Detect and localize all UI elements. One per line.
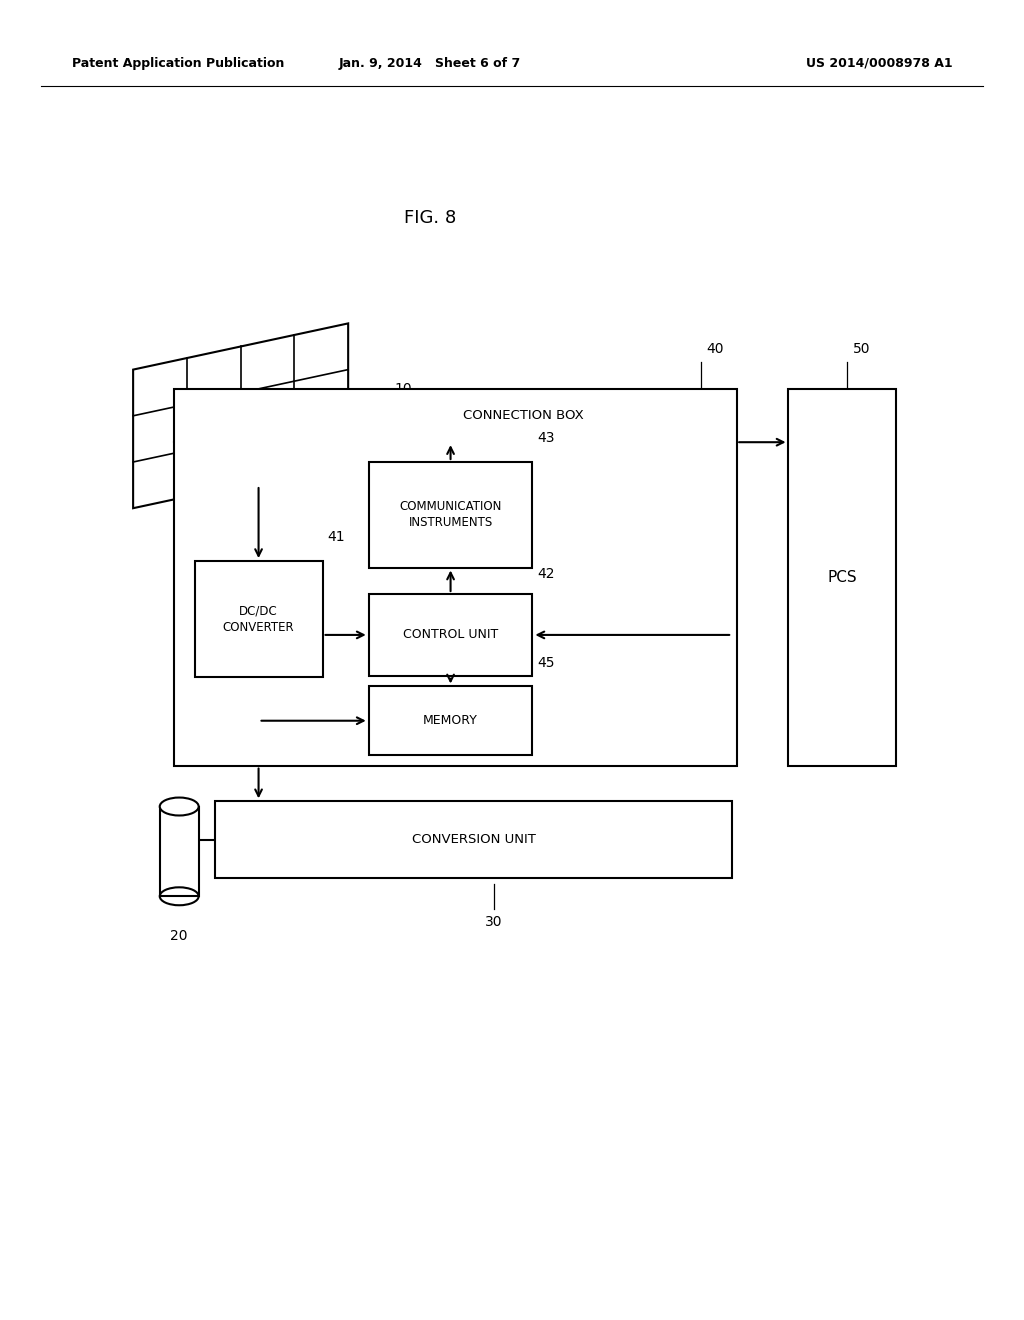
Text: 10: 10 <box>394 383 412 396</box>
Text: 42: 42 <box>538 568 555 581</box>
Text: Patent Application Publication: Patent Application Publication <box>72 57 284 70</box>
Text: 43: 43 <box>538 432 555 445</box>
Ellipse shape <box>160 797 199 816</box>
Bar <box>195 561 323 677</box>
Text: 50: 50 <box>852 342 870 356</box>
Text: Jan. 9, 2014   Sheet 6 of 7: Jan. 9, 2014 Sheet 6 of 7 <box>339 57 521 70</box>
Bar <box>215 801 732 878</box>
Text: US 2014/0008978 A1: US 2014/0008978 A1 <box>806 57 952 70</box>
Bar <box>369 686 532 755</box>
Text: DC/DC
CONVERTER: DC/DC CONVERTER <box>223 605 294 634</box>
Text: 45: 45 <box>538 656 555 669</box>
Bar <box>369 462 532 568</box>
Text: CONTROL UNIT: CONTROL UNIT <box>402 628 499 642</box>
Text: FIG. 8: FIG. 8 <box>403 209 457 227</box>
Bar <box>160 807 199 896</box>
Text: 20: 20 <box>170 929 188 944</box>
Text: 41: 41 <box>328 531 345 544</box>
Text: 40: 40 <box>707 342 724 356</box>
Text: PCS: PCS <box>827 570 857 585</box>
Text: 30: 30 <box>485 915 503 929</box>
Text: MEMORY: MEMORY <box>423 714 478 727</box>
Text: COMMUNICATION
INSTRUMENTS: COMMUNICATION INSTRUMENTS <box>399 500 502 529</box>
Bar <box>788 389 896 766</box>
Text: CONVERSION UNIT: CONVERSION UNIT <box>412 833 536 846</box>
Bar <box>369 594 532 676</box>
Text: CONNECTION BOX: CONNECTION BOX <box>463 409 584 422</box>
Bar <box>174 389 737 766</box>
